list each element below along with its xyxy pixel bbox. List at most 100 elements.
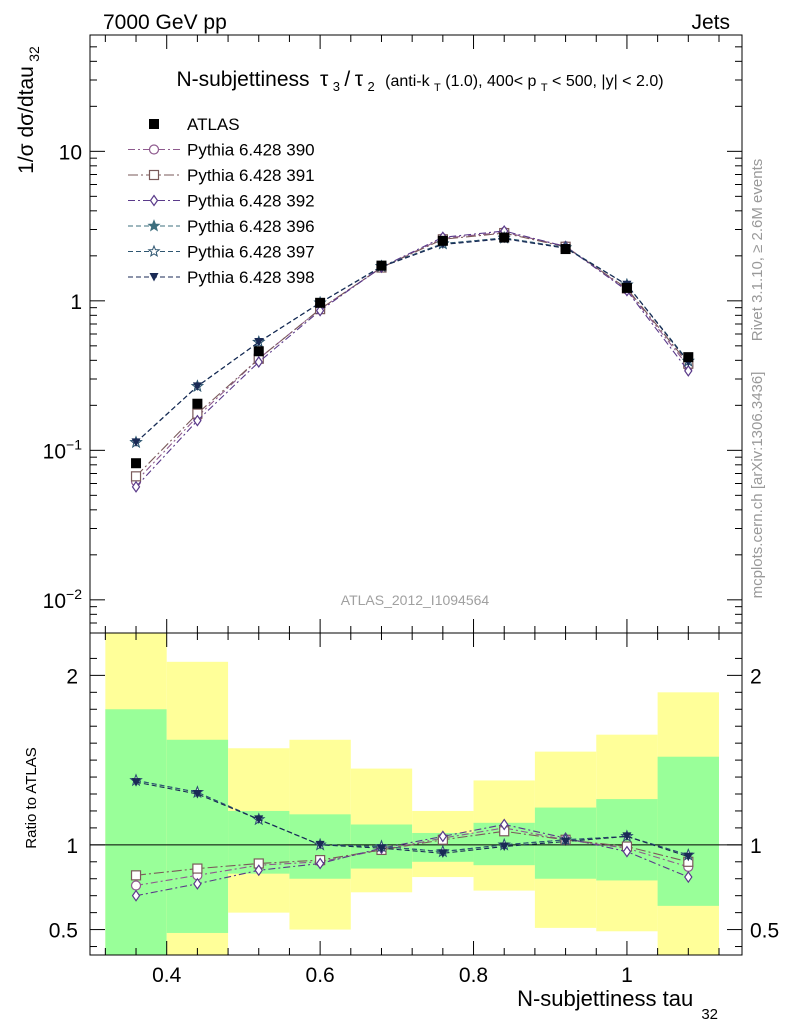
series-3 bbox=[129, 230, 695, 448]
ratio-series-5-point-3 bbox=[315, 840, 325, 850]
title-tau2: τ bbox=[355, 68, 364, 91]
x-tick-label-2: 0.8 bbox=[459, 964, 488, 987]
header-left: 7000 GeV pp bbox=[103, 11, 227, 34]
ratio-series-2-point-2 bbox=[254, 864, 263, 877]
ratio-series-5-point-8 bbox=[622, 832, 632, 841]
ratio-series-line-0 bbox=[135, 827, 689, 887]
header-right: Jets bbox=[691, 11, 730, 34]
ratio-y-tick-label-left-0: 0.5 bbox=[49, 920, 78, 943]
atlas-data bbox=[131, 232, 694, 469]
series-line-1 bbox=[135, 232, 689, 477]
ratio-series-5-point-6 bbox=[499, 842, 509, 852]
atlas-point-4 bbox=[376, 260, 387, 271]
x-tick-label-1: 0.6 bbox=[306, 964, 335, 987]
title-main: N-subjettiness bbox=[176, 68, 309, 91]
ratio-y-ticks bbox=[90, 657, 742, 948]
ratio-series-1-point-0 bbox=[130, 870, 142, 881]
series-5-point-0 bbox=[131, 438, 141, 447]
title-sub2: 2 bbox=[367, 79, 374, 94]
series-2-point-0 bbox=[131, 480, 141, 493]
legend-atlas-marker bbox=[149, 119, 159, 129]
ratio-series-line-1 bbox=[135, 830, 689, 876]
atlas-point-0 bbox=[131, 458, 142, 469]
series-line-5 bbox=[135, 238, 689, 443]
series-5-point-1 bbox=[192, 382, 202, 391]
series-2-point-9 bbox=[684, 364, 693, 377]
series-0 bbox=[130, 227, 694, 487]
title-cuts-a: (anti-k bbox=[385, 73, 430, 90]
top-y-tick-label-2: 1 bbox=[70, 291, 82, 314]
tick-base: 10 bbox=[59, 141, 82, 164]
atlas-point-1 bbox=[192, 398, 203, 409]
atlas-point-5 bbox=[437, 235, 448, 246]
ratio-series-2-point-0 bbox=[131, 889, 141, 902]
title-sub3: 3 bbox=[333, 79, 340, 94]
ratio-series-0-point-0 bbox=[130, 880, 142, 891]
legend-label-1: Pythia 6.428 391 bbox=[187, 166, 315, 185]
legend-marker-3 bbox=[147, 219, 161, 232]
legend: ATLAS Pythia 6.428 390 Pythia 6.428 391 Pyt… bbox=[128, 115, 315, 287]
title-slash: / bbox=[344, 68, 350, 91]
ratio-series-5-point-2 bbox=[254, 815, 264, 824]
series-5 bbox=[131, 234, 693, 447]
ratio-series-2-point-1 bbox=[193, 877, 202, 890]
series-4 bbox=[129, 231, 695, 448]
title-cuts-b: (1.0), 400< p bbox=[445, 73, 536, 90]
ratio-y-tick-label-left-1: 1 bbox=[66, 835, 78, 858]
series-2-point-3 bbox=[315, 304, 325, 317]
rivet-label: Rivet 3.1.10, ≥ 2.6M events bbox=[749, 159, 766, 342]
ratio-series-5-point-4 bbox=[376, 844, 386, 853]
ratio-series-2-point-3 bbox=[315, 857, 325, 870]
ratio-series-2-point-9 bbox=[684, 870, 693, 884]
ratio-series-1-point-1 bbox=[192, 863, 203, 874]
ratio-series-5-point-7 bbox=[561, 837, 571, 846]
top-y-tick-label-3: 10 bbox=[59, 141, 82, 164]
series-2-point-2 bbox=[254, 355, 263, 369]
top-y-tick-label-1: 10−1 bbox=[43, 436, 83, 463]
band-green-1 bbox=[166, 739, 229, 933]
x-tick-label-0: 0.4 bbox=[152, 964, 182, 987]
series-2-point-1 bbox=[193, 414, 202, 427]
ratio-y-tick-label-left-2: 2 bbox=[66, 665, 78, 688]
legend-marker-0 bbox=[148, 144, 160, 155]
atlas-point-3 bbox=[315, 297, 326, 308]
ratio-series-2-point-5 bbox=[438, 830, 448, 843]
atlas-point-8 bbox=[621, 282, 632, 293]
tick-base: 10 bbox=[43, 440, 66, 463]
band-green-0 bbox=[105, 709, 167, 955]
legend-marker-4 bbox=[147, 244, 161, 258]
top-ylabel-main: 1/σ dσ/dtau bbox=[15, 66, 38, 174]
xlabel-main: N-subjettiness tau bbox=[517, 986, 693, 1011]
atlas-point-6 bbox=[499, 232, 510, 243]
ratio-series-line-2 bbox=[135, 823, 689, 897]
legend-marker-2 bbox=[149, 194, 159, 207]
watermark: ATLAS_2012_I1094564 bbox=[341, 592, 490, 608]
legend-label-4: Pythia 6.428 397 bbox=[187, 243, 315, 262]
legend-label-3: Pythia 6.428 396 bbox=[187, 217, 315, 236]
legend-atlas-label: ATLAS bbox=[187, 115, 240, 134]
series-1-point-0 bbox=[130, 471, 142, 482]
legend-marker-5 bbox=[149, 273, 159, 282]
title-tau3: τ bbox=[320, 68, 329, 91]
xlabel-sub: 32 bbox=[701, 1006, 718, 1023]
legend-label-5: Pythia 6.428 398 bbox=[187, 268, 315, 287]
atlas-point-7 bbox=[560, 244, 571, 255]
top-ylabel-sub: 32 bbox=[26, 46, 42, 62]
series-line-2 bbox=[135, 230, 689, 488]
ratio-series-2-point-8 bbox=[622, 845, 632, 858]
series-line-0 bbox=[135, 231, 689, 482]
ratio-series-5-point-5 bbox=[438, 849, 448, 858]
ratio-y-tick-label-right-2: 2 bbox=[750, 665, 762, 688]
band-green-9 bbox=[657, 756, 719, 906]
atlas-point-2 bbox=[253, 346, 264, 357]
title-cuts-c: < 500, |y| < 2.0) bbox=[552, 73, 664, 90]
top-y-tick-label-0: 10−2 bbox=[43, 586, 83, 613]
top-y-ticks bbox=[90, 34, 742, 634]
atlas-point-9 bbox=[683, 352, 694, 363]
ratio-series-5-point-9 bbox=[683, 852, 693, 862]
title-cuts-a-sub: T bbox=[434, 82, 441, 94]
ratio-ylabel: Ratio to ATLAS bbox=[23, 747, 40, 848]
top-ylabel: 1/σ dσ/dtau 32 bbox=[15, 46, 42, 174]
ratio-y-tick-label-right-1: 1 bbox=[750, 835, 762, 858]
